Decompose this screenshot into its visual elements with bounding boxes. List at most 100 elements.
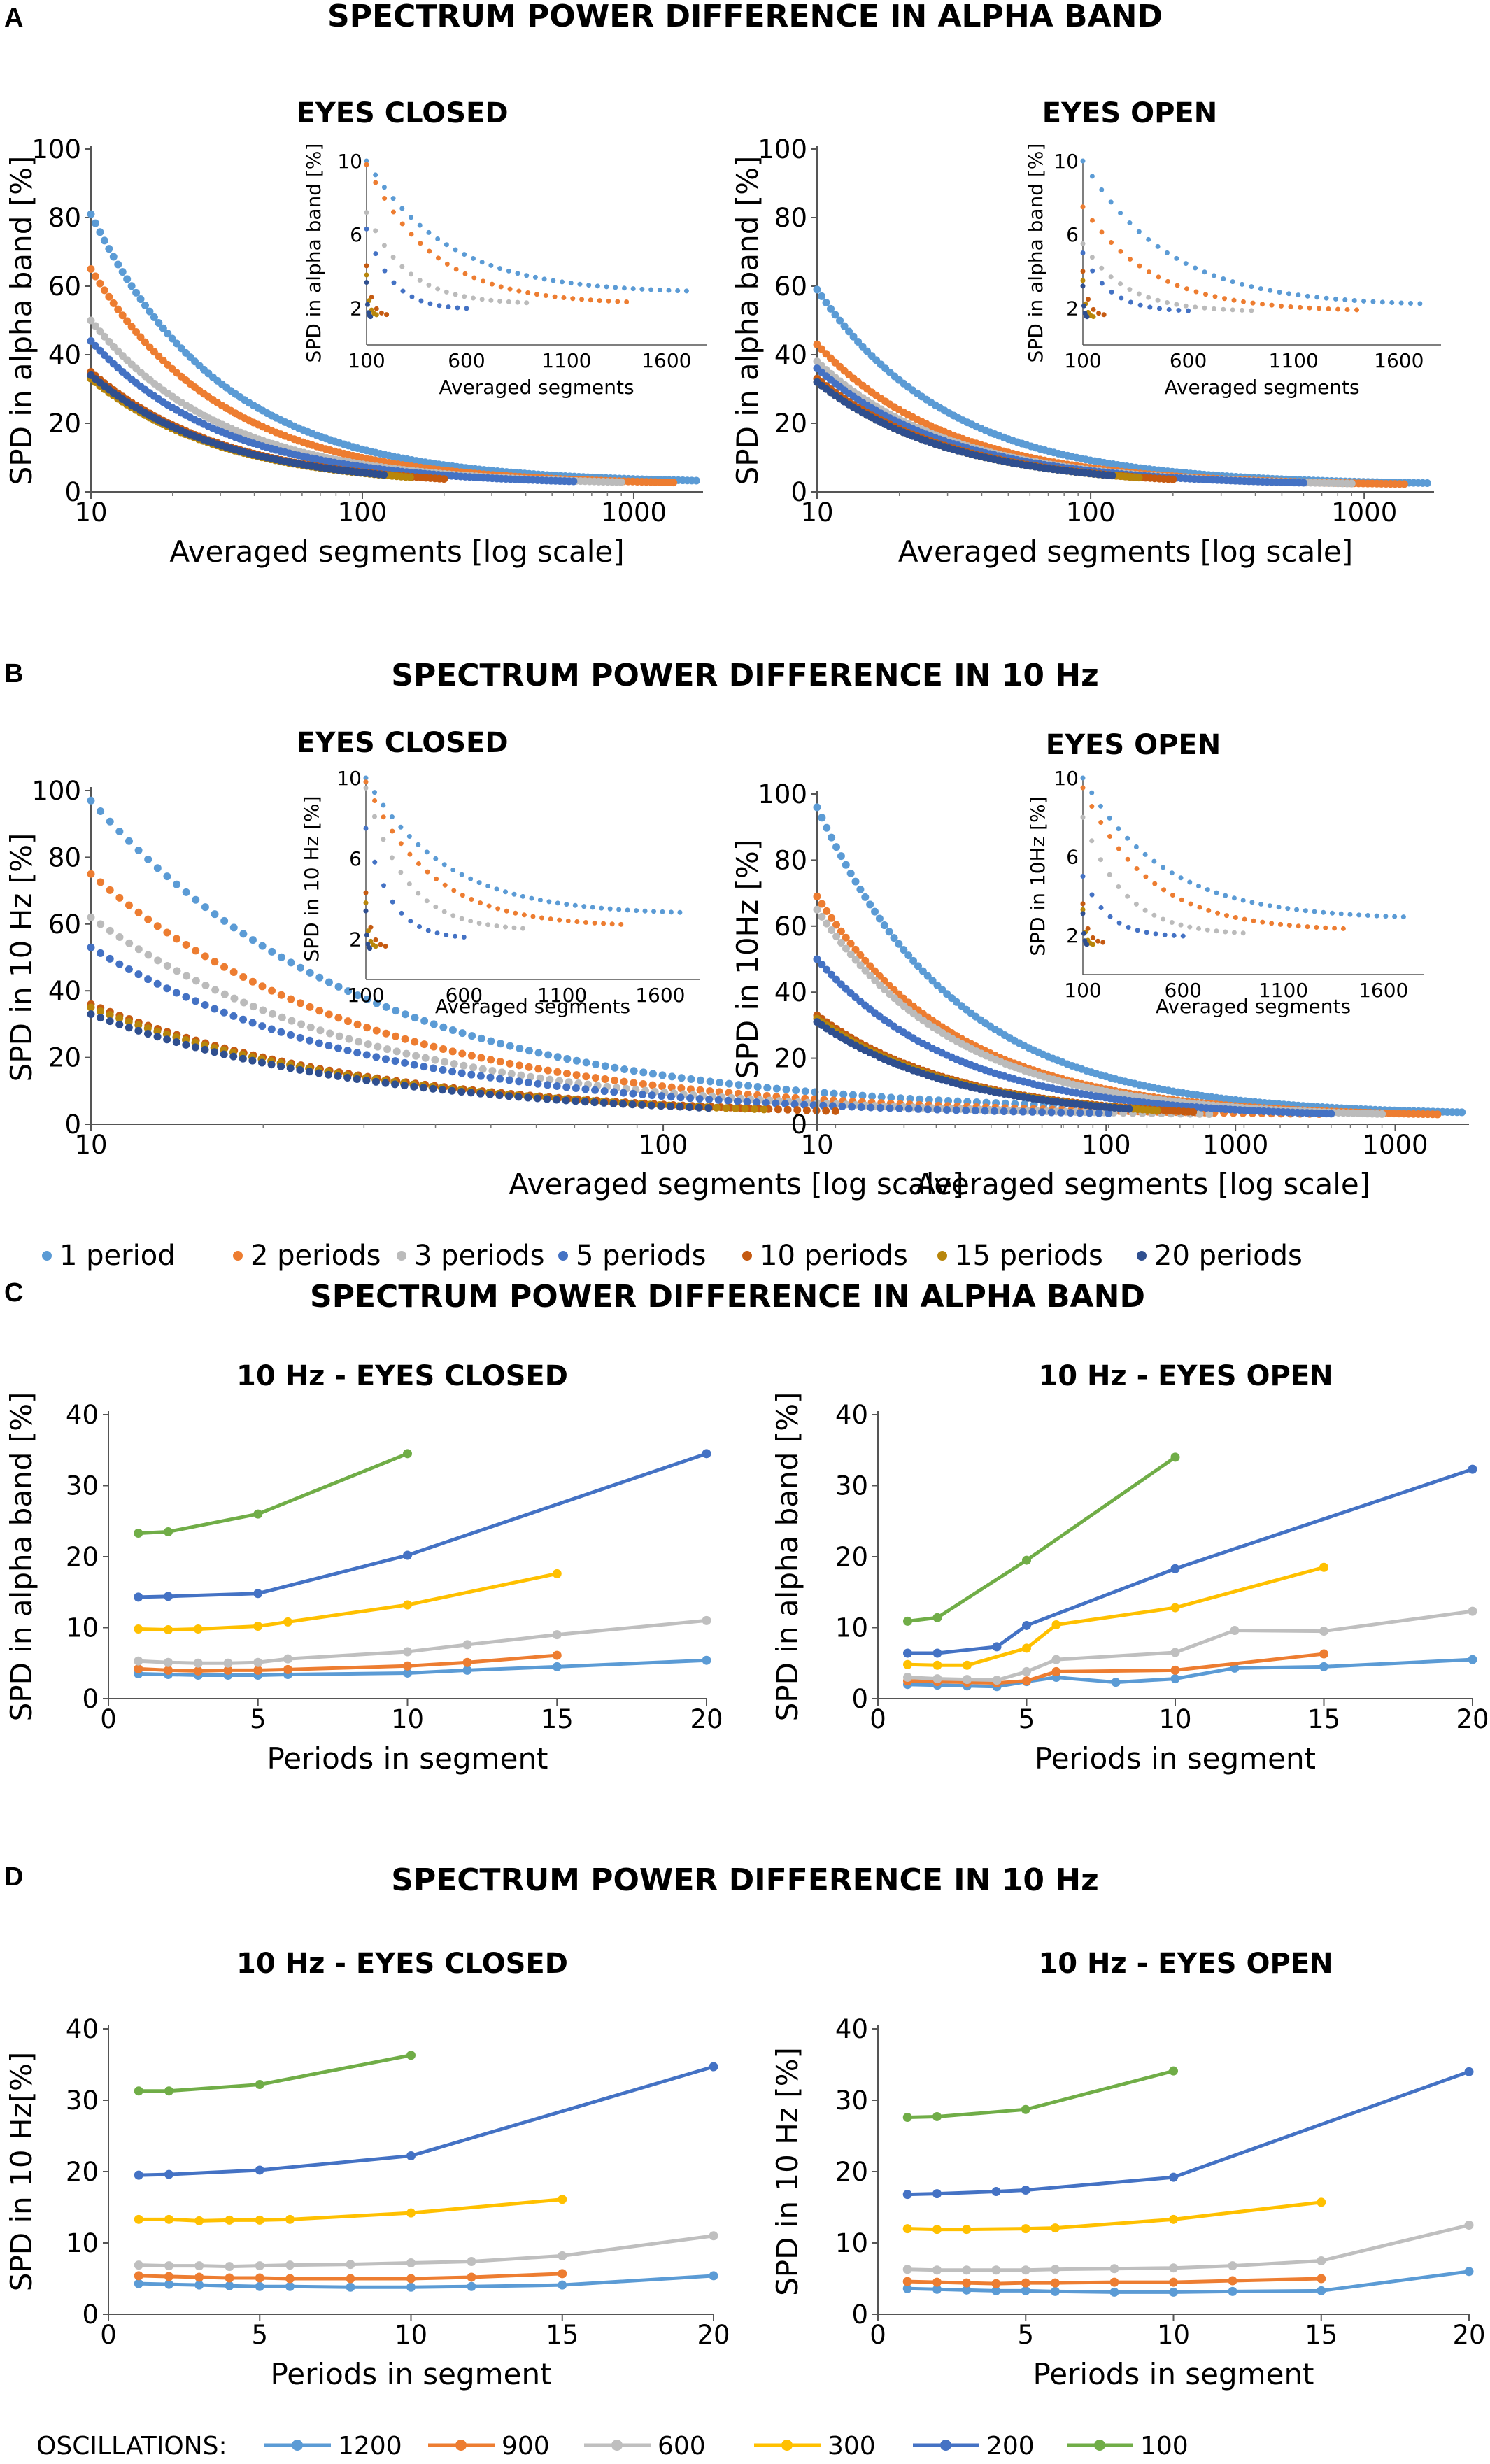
data-point [1464, 2067, 1474, 2076]
data-point [763, 1084, 772, 1092]
y-tick-label: 30 [835, 2086, 868, 2116]
inset-data-point [442, 882, 448, 888]
data-point [248, 1019, 257, 1027]
inset-data-point [450, 867, 456, 872]
data-point [118, 268, 127, 276]
inset-data-point [1296, 292, 1301, 298]
x-tick-label: 10 [395, 2320, 427, 2350]
data-point [1347, 479, 1356, 488]
inset-y-axis-label: SPD in alpha band [%] [302, 143, 325, 363]
data-point [1051, 1655, 1061, 1664]
data-point [201, 1045, 209, 1054]
inset-data-point [390, 899, 395, 905]
data-point [97, 1007, 105, 1015]
inset-data-point [479, 260, 485, 265]
x-tick-label: 10 [1158, 1704, 1191, 1734]
data-point [686, 1103, 694, 1112]
data-point [211, 1048, 219, 1056]
inset-data-point [364, 302, 370, 307]
inset-data-point [1101, 312, 1107, 318]
inset-data-point [478, 900, 483, 906]
inset-x-tick-label: 1600 [635, 984, 685, 1007]
data-point [182, 1040, 190, 1049]
inset-data-point [1135, 928, 1140, 933]
series-900 [134, 1650, 562, 1676]
inset-series-7 [1080, 911, 1090, 947]
inset-data-point [1166, 306, 1172, 312]
inset-data-point [1155, 243, 1161, 249]
data-point [1022, 1620, 1031, 1630]
inset-data-point [520, 926, 525, 931]
data-point [334, 1044, 342, 1052]
inset-data-point [418, 241, 423, 246]
data-point [630, 1067, 638, 1075]
data-point [828, 970, 836, 979]
inset-data-point [372, 859, 378, 865]
inset-data-point [453, 267, 459, 272]
x-tick-label: 15 [1305, 2320, 1338, 2350]
data-point [402, 1049, 411, 1058]
inset-data-point [1137, 302, 1143, 308]
inset-data-point [479, 297, 485, 302]
y-tick-label: 0 [64, 477, 81, 507]
data-point [991, 2286, 1001, 2295]
data-point [406, 2274, 416, 2284]
data-point [858, 1091, 867, 1100]
inset-x-tick-label: 100 [347, 984, 384, 1007]
x-axis-label: Periods in segment [1035, 1741, 1316, 1776]
data-point [287, 958, 295, 967]
inset-data-point [1389, 299, 1395, 305]
inset-data-point [642, 908, 648, 914]
data-point [667, 1102, 675, 1110]
data-point [871, 976, 879, 984]
series-900 [902, 2274, 1326, 2288]
data-point [146, 307, 154, 316]
data-point [837, 938, 846, 947]
inset-data-point [1215, 910, 1221, 916]
data-point [823, 965, 831, 974]
inset-data-point [399, 221, 405, 227]
section-letter-d: D [4, 1862, 23, 1892]
series-line [139, 2065, 714, 2177]
inset-data-point [470, 255, 476, 261]
data-point [125, 901, 133, 909]
legend-label: 200 [986, 2432, 1035, 2461]
data-point [527, 1072, 535, 1081]
data-point [183, 972, 191, 980]
data-point [639, 1090, 647, 1098]
data-point [1038, 1108, 1046, 1117]
inset-data-point [435, 236, 441, 242]
data-point [400, 1082, 409, 1090]
y-tick-label: 80 [48, 203, 81, 233]
data-point [932, 2189, 942, 2199]
inset-data-point [1361, 298, 1367, 304]
inset-data-point [675, 288, 681, 293]
legend-marker [455, 2440, 467, 2451]
data-point [125, 1024, 133, 1032]
data-point [100, 286, 108, 295]
inset-data-point [1279, 303, 1284, 309]
inset-data-point [381, 814, 386, 820]
x-axis-label: Periods in segment [270, 2357, 551, 2391]
data-point [1021, 2186, 1030, 2195]
inset-data-point [1231, 297, 1237, 303]
data-point [1109, 2287, 1119, 2297]
data-point [283, 1664, 292, 1674]
inset-data-point [618, 921, 624, 927]
inset-data-point [390, 255, 396, 260]
data-point [1230, 1626, 1240, 1636]
legend-item-period: 20 periods [1137, 1240, 1303, 1272]
data-point [458, 1049, 467, 1058]
data-point [134, 1592, 143, 1602]
data-point [467, 1070, 476, 1079]
inset-data-point [364, 280, 369, 285]
inset-data-point [383, 943, 388, 949]
legend-label: 300 [828, 2432, 876, 2461]
inset-data-point [441, 862, 447, 868]
data-point [854, 337, 863, 346]
inset-data-point [624, 299, 630, 304]
inset-data-point [1125, 835, 1130, 841]
data-point [818, 900, 826, 908]
data-point [909, 956, 918, 965]
